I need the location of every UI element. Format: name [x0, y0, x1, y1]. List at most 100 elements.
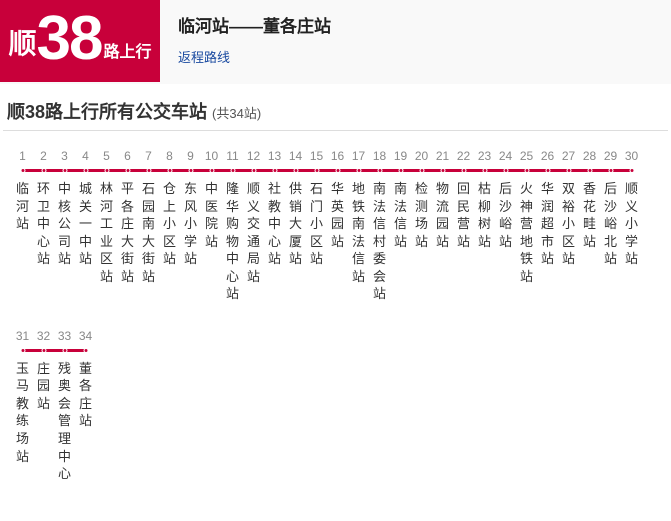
stop-index: 15 [306, 149, 327, 163]
stop-index: 22 [453, 149, 474, 163]
stop-item[interactable]: 34董各庄站 [75, 329, 96, 483]
stop-dot-icon [335, 168, 340, 173]
stop-dot-icon [146, 168, 151, 173]
stop-name: 隆华购物中心站 [222, 180, 243, 303]
stop-index: 14 [285, 149, 306, 163]
track-segment [33, 346, 54, 354]
stop-item[interactable]: 24后沙峪站 [495, 149, 516, 303]
stop-dot-icon [41, 168, 46, 173]
stop-item[interactable]: 18 南法信村委会站 [369, 149, 390, 303]
stop-name: 供销大厦站 [285, 180, 306, 268]
stop-index: 7 [138, 149, 159, 163]
stop-item[interactable]: 22 回民营站 [453, 149, 474, 303]
stop-index: 28 [579, 149, 600, 163]
stop-dot-icon [20, 348, 25, 353]
stop-name: 顺义小学站 [621, 180, 642, 268]
track-segment [495, 166, 516, 174]
stop-index: 10 [201, 149, 222, 163]
stop-index: 8 [159, 149, 180, 163]
stop-dot-icon [20, 168, 25, 173]
track-segment [474, 166, 495, 174]
stop-item[interactable]: 8 仓上小区站 [159, 149, 180, 303]
stop-dot-icon [83, 168, 88, 173]
track-segment [369, 166, 390, 174]
stop-item[interactable]: 1临河站 [12, 149, 33, 303]
stop-name: 后沙峪北站 [600, 180, 621, 268]
stop-dot-icon [419, 168, 424, 173]
stop-item[interactable]: 10 中医院站 [201, 149, 222, 303]
stop-item[interactable]: 29后沙峪北站 [600, 149, 621, 303]
stop-name: 社教中心站 [264, 180, 285, 268]
stop-item[interactable]: 13社教中心站 [264, 149, 285, 303]
track-segment [12, 166, 33, 174]
stop-item[interactable]: 21物流园站 [432, 149, 453, 303]
stop-item[interactable]: 3中核公司站 [54, 149, 75, 303]
track-segment [411, 166, 432, 174]
track-segment [327, 166, 348, 174]
stop-name: 南法信村委会站 [369, 180, 390, 303]
stop-dot-icon [356, 168, 361, 173]
stop-item[interactable]: 20检测场站 [411, 149, 432, 303]
stop-name: 双裕小区站 [558, 180, 579, 268]
track-segment [159, 166, 180, 174]
stop-item[interactable]: 2环卫中心站 [33, 149, 54, 303]
return-route-link[interactable]: 返程路线 [178, 47, 331, 66]
stop-item[interactable]: 27 双裕小区站 [558, 149, 579, 303]
stop-name: 石园南大街站 [138, 180, 159, 285]
track-segment [117, 166, 138, 174]
stop-name: 东风小学站 [180, 180, 201, 268]
stop-dot-icon [440, 168, 445, 173]
stop-index: 18 [369, 149, 390, 163]
stop-index: 16 [327, 149, 348, 163]
track-segment [306, 166, 327, 174]
track-segment [222, 166, 243, 174]
stop-name: 回民营站 [453, 180, 474, 250]
stop-item[interactable]: 15石门小区站 [306, 149, 327, 303]
stop-item[interactable]: 17地铁南法信站 [348, 149, 369, 303]
track-segment [600, 166, 621, 174]
track-segment [12, 346, 33, 354]
stop-item[interactable]: 31玉马教练场站 [12, 329, 33, 483]
section-title: 顺38路上行所有公交车站 (共34站) [3, 84, 668, 131]
stop-name: 中医院站 [201, 180, 222, 250]
stop-index: 31 [12, 329, 33, 343]
stop-item[interactable]: 16华英园站 [327, 149, 348, 303]
stop-item[interactable]: 30顺义小学站 [621, 149, 642, 303]
section-title-text: 顺38路上行所有公交车站 [7, 102, 207, 122]
track-segment [75, 346, 96, 354]
stop-dot-icon [209, 168, 214, 173]
track-segment [285, 166, 306, 174]
stop-name: 仓上小区站 [159, 180, 180, 268]
stop-item[interactable]: 14 供销大厦站 [285, 149, 306, 303]
stop-dot-icon [545, 168, 550, 173]
track-segment [390, 166, 411, 174]
stop-item[interactable]: 7 石园南大街站 [138, 149, 159, 303]
stop-index: 11 [222, 149, 243, 163]
stop-item[interactable]: 33残奥会管理中心 [54, 329, 75, 483]
stop-item[interactable]: 28香花畦站 [579, 149, 600, 303]
stop-index: 27 [558, 149, 579, 163]
stop-item[interactable]: 12顺义交通局站 [243, 149, 264, 303]
stop-index: 2 [33, 149, 54, 163]
stop-item[interactable]: 11 隆华购物中心站 [222, 149, 243, 303]
stop-item[interactable]: 19南法信站 [390, 149, 411, 303]
stop-item[interactable]: 6平各庄大街站 [117, 149, 138, 303]
stop-index: 19 [390, 149, 411, 163]
stop-item[interactable]: 32庄园站 [33, 329, 54, 483]
stop-item[interactable]: 23枯柳树站 [474, 149, 495, 303]
stop-item[interactable]: 9东风小学站 [180, 149, 201, 303]
stop-name: 城关一中站 [75, 180, 96, 268]
badge-number: 38 [37, 8, 102, 70]
stop-name: 平各庄大街站 [117, 180, 138, 285]
stop-name: 顺义交通局站 [243, 180, 264, 285]
stop-name: 华润超市站 [537, 180, 558, 268]
stop-item[interactable]: 26华润超市站 [537, 149, 558, 303]
stops-container: 1临河站2环卫中心站3中核公司站4城关一中站5林河工业区站6平各庄大街站7 石园南… [0, 131, 671, 519]
stop-index: 23 [474, 149, 495, 163]
stop-item[interactable]: 25火神营地铁站 [516, 149, 537, 303]
stop-item[interactable]: 5林河工业区站 [96, 149, 117, 303]
stop-item[interactable]: 4城关一中站 [75, 149, 96, 303]
track-segment [621, 166, 642, 174]
route-badge: 顺 38 路上行 [0, 0, 160, 82]
stop-name: 董各庄站 [75, 360, 96, 430]
